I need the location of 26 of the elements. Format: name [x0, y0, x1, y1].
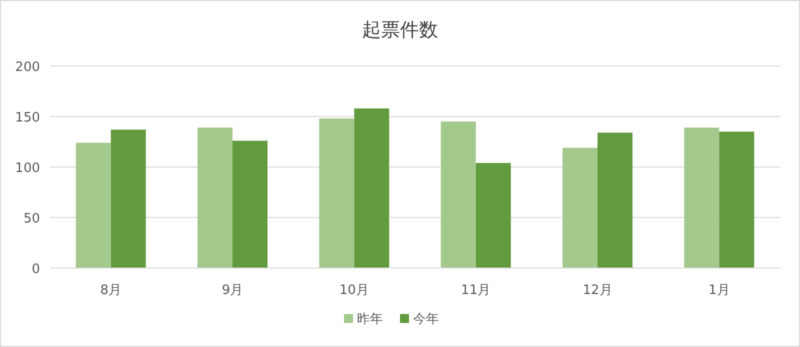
bar: [354, 108, 390, 268]
y-tick-label: 0: [32, 262, 40, 277]
bar: [598, 132, 632, 268]
x-tick-label: 9月: [222, 283, 244, 298]
y-tick-label: 50: [23, 212, 40, 226]
y-tick-label: 100: [15, 161, 40, 176]
bar: [198, 128, 232, 268]
x-tick-label: 11月: [461, 283, 491, 298]
chart-title: 起票件数: [362, 19, 438, 41]
bar: [440, 122, 476, 268]
x-tick-label: 8月: [100, 283, 122, 298]
x-tick-label: 12月: [582, 283, 612, 298]
bar: [76, 142, 111, 268]
legend-label: 今年: [413, 312, 439, 327]
bar: [232, 140, 268, 268]
x-tick-label: 1月: [708, 283, 730, 298]
bar: [319, 118, 354, 268]
bar: [110, 130, 146, 268]
bar: [562, 148, 598, 268]
y-tick-label: 200: [15, 60, 40, 75]
bar: [476, 162, 511, 268]
bar: [684, 128, 720, 268]
legend-label: 昨年: [357, 312, 383, 327]
y-tick-label: 150: [15, 110, 40, 126]
bar: [719, 132, 754, 268]
x-tick-label: 10月: [339, 283, 369, 298]
